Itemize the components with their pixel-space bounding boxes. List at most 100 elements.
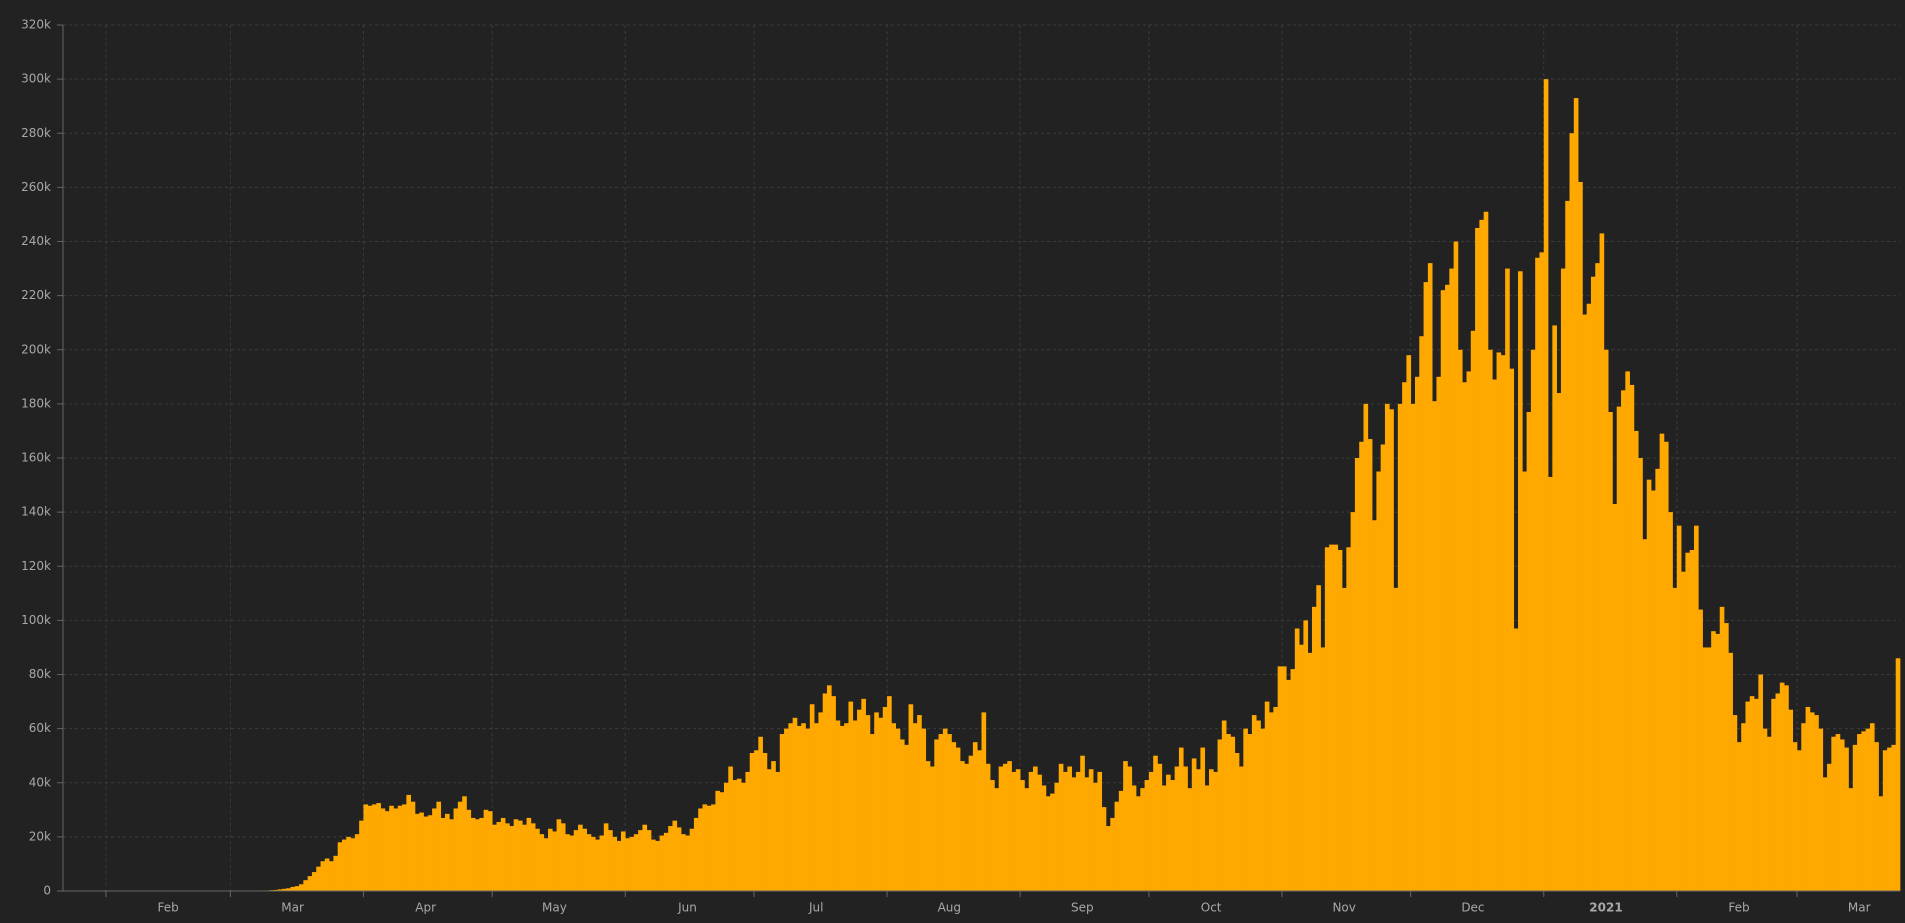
bar [994, 788, 1000, 891]
bar [1779, 682, 1785, 891]
bar [329, 861, 334, 891]
bar [1097, 771, 1103, 891]
x-tick-label: Aug [938, 901, 961, 915]
bar [1281, 666, 1287, 891]
bar [1470, 330, 1476, 891]
bar [1050, 793, 1055, 891]
bar [1702, 647, 1708, 891]
bar [1058, 763, 1064, 891]
bar [1324, 547, 1330, 891]
bar [1170, 780, 1175, 891]
bar [337, 842, 343, 891]
bar [1895, 658, 1901, 891]
bar [453, 808, 459, 891]
bar [1436, 376, 1442, 891]
bar [1578, 181, 1583, 891]
bar [861, 698, 866, 891]
y-tick-label: 160k [21, 451, 51, 465]
bar [599, 835, 605, 891]
bar [595, 839, 600, 891]
bar [745, 771, 751, 891]
bar [440, 817, 446, 891]
y-tick-label: 240k [21, 234, 51, 248]
bar [1526, 411, 1532, 891]
bar [1736, 742, 1742, 891]
y-tick-label: 280k [21, 126, 51, 140]
bar [775, 771, 781, 891]
bar [363, 804, 369, 891]
bar [1011, 771, 1017, 891]
bar [492, 824, 497, 891]
bar [470, 817, 476, 891]
x-tick-label: Sep [1071, 901, 1094, 915]
bar [419, 812, 424, 891]
bar [1045, 796, 1051, 891]
bar [324, 858, 330, 891]
bar [942, 728, 948, 891]
bar [311, 872, 317, 891]
bar [449, 819, 454, 891]
bar [659, 835, 665, 891]
bar [998, 766, 1004, 891]
bar [320, 861, 326, 891]
bar [749, 752, 755, 891]
bar [1161, 785, 1167, 891]
bar [1809, 712, 1815, 891]
bar [612, 836, 618, 891]
bar [1724, 623, 1729, 891]
bar [1625, 371, 1630, 891]
bar [1024, 788, 1030, 891]
bar [1423, 282, 1429, 891]
bar [1230, 736, 1236, 891]
bar [500, 817, 506, 891]
bar [642, 824, 648, 891]
bar [1689, 550, 1695, 891]
x-tick-label: Nov [1332, 901, 1355, 915]
bar [732, 780, 738, 891]
bar [346, 836, 351, 891]
bar [646, 830, 652, 891]
bar [1359, 441, 1364, 891]
bar [578, 824, 583, 891]
bar [1676, 525, 1682, 891]
bar [779, 734, 785, 891]
bar [1539, 252, 1545, 891]
bar [1552, 325, 1557, 891]
bar [1084, 777, 1090, 891]
bar [372, 804, 377, 891]
bar [960, 761, 965, 891]
bar [1067, 766, 1072, 891]
bar [1063, 771, 1068, 891]
bar [1698, 609, 1703, 891]
bar [569, 835, 575, 891]
y-tick-label: 220k [21, 288, 51, 302]
bar [1762, 728, 1768, 891]
bar [359, 820, 364, 891]
bar [1466, 371, 1472, 891]
bar [633, 834, 639, 891]
bar [1831, 736, 1836, 891]
bar [1350, 512, 1356, 891]
bar [1629, 384, 1635, 891]
bar [1887, 747, 1892, 891]
bar [380, 808, 386, 891]
bar [917, 715, 922, 891]
bar [1844, 747, 1849, 891]
bar [1706, 647, 1712, 891]
bar [1217, 739, 1223, 891]
bar [1457, 349, 1463, 891]
bar [273, 889, 278, 891]
bar [1290, 669, 1296, 891]
bar [1196, 769, 1201, 891]
bar [728, 766, 733, 891]
bar [1616, 406, 1622, 891]
bar [826, 685, 832, 891]
bar [1535, 257, 1540, 891]
bar [831, 696, 836, 891]
bar [1294, 628, 1300, 891]
x-tick-label: Feb [158, 901, 179, 915]
bar [869, 734, 875, 891]
bar [839, 725, 845, 891]
bar [1033, 766, 1038, 891]
bar [681, 834, 686, 891]
